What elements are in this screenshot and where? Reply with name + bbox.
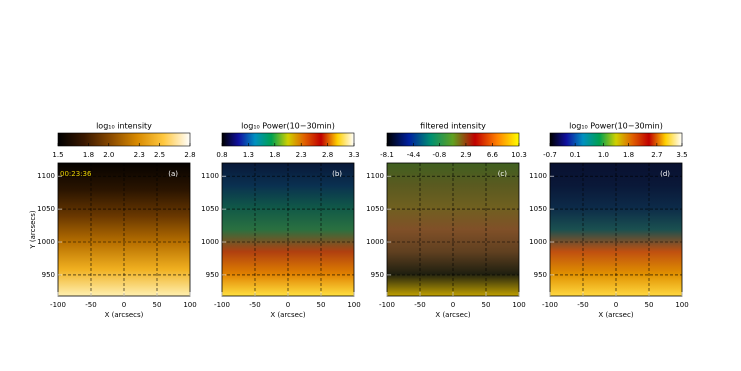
y-tick-label: 1050 (37, 205, 55, 213)
colorbar (57, 132, 191, 147)
x-tick-label: 100 (347, 301, 360, 309)
x-tick-label: 100 (512, 301, 525, 309)
x-axis-label: X (arcsecs) (105, 311, 144, 319)
colorbar-tick-label: 10.3 (511, 151, 527, 159)
y-tick-label: 1000 (366, 238, 384, 246)
x-axis-label: X (arcsec) (270, 311, 305, 319)
y-tick-label: 1100 (201, 172, 219, 180)
x-tick-label: 50 (317, 301, 326, 309)
colorbar-tick-label: 2.0 (103, 151, 114, 159)
x-tick-label: 0 (122, 301, 126, 309)
colorbar-tick-label: 0.8 (216, 151, 227, 159)
x-tick-label: -50 (577, 301, 588, 309)
colorbar-tick-label: 2.8 (322, 151, 333, 159)
colorbar-tick-label: 6.6 (487, 151, 499, 159)
x-tick-label: -100 (542, 301, 558, 309)
panel-label: (a) (168, 170, 178, 178)
y-tick-label: 1000 (201, 238, 219, 246)
x-tick-label: 100 (183, 301, 196, 309)
colorbar-tick-label: 1.8 (623, 151, 634, 159)
y-tick-label: 1100 (37, 172, 55, 180)
colorbar-tick-label: 2.5 (154, 151, 165, 159)
timestamp: 00:23:36 (60, 170, 92, 178)
y-tick-label: 1050 (201, 205, 219, 213)
y-tick-label: 1000 (529, 238, 547, 246)
colorbar-tick-label: -0.8 (433, 151, 447, 159)
colorbar-tick-label: 2.9 (460, 151, 471, 159)
panel-label: (c) (498, 170, 508, 178)
y-tick-label: 1000 (37, 238, 55, 246)
y-axis-label: Y (arcsecs) (29, 210, 37, 250)
x-axis-label: X (arcsec) (435, 311, 470, 319)
colorbar-tick-label: 2.8 (184, 151, 195, 159)
x-tick-label: 50 (153, 301, 162, 309)
colorbar-tick-label: 0.1 (570, 151, 581, 159)
x-tick-label: 50 (482, 301, 491, 309)
colorbar-tick-label: 1.0 (598, 151, 609, 159)
colorbar-tick-label: -4.4 (407, 151, 421, 159)
x-axis-label: X (arcsec) (598, 311, 633, 319)
colorbar-tick-label: 1.3 (243, 151, 254, 159)
y-tick-label: 950 (371, 271, 384, 279)
colorbar-tick-label: -0.7 (543, 151, 557, 159)
colorbar-tick-label: 1.8 (269, 151, 280, 159)
x-tick-label: -100 (50, 301, 66, 309)
y-tick-label: 950 (206, 271, 219, 279)
colorbar-tick-label: 3.3 (348, 151, 359, 159)
x-tick-label: 0 (451, 301, 455, 309)
colorbar-tick-label: 2.7 (651, 151, 662, 159)
y-tick-label: 950 (42, 271, 55, 279)
colorbar-tick-label: 3.5 (676, 151, 687, 159)
y-tick-label: 1050 (529, 205, 547, 213)
panel-label: (b) (332, 170, 342, 178)
x-tick-label: 100 (675, 301, 688, 309)
y-tick-label: 950 (534, 271, 547, 279)
colorbar-title: log₁₀ intensity (96, 122, 152, 131)
y-tick-label: 1100 (529, 172, 547, 180)
x-tick-label: -50 (414, 301, 425, 309)
x-tick-label: -50 (249, 301, 260, 309)
colorbar-tick-label: 1.8 (83, 151, 94, 159)
colorbar-tick-label: 1.5 (52, 151, 63, 159)
panel-label: (d) (660, 170, 670, 178)
colorbar-title: log₁₀ Power(10−30min) (241, 122, 335, 131)
colorbar-tick-label: 2.3 (296, 151, 307, 159)
x-tick-label: 0 (614, 301, 618, 309)
colorbar-title: filtered intensity (420, 122, 486, 131)
colorbar-tick-label: -8.1 (380, 151, 394, 159)
colorbar-tick-label: 2.3 (134, 151, 145, 159)
x-tick-label: -100 (214, 301, 230, 309)
y-tick-label: 1050 (366, 205, 384, 213)
colorbar (549, 132, 683, 147)
x-tick-label: 0 (286, 301, 290, 309)
colorbar (221, 132, 355, 147)
x-tick-label: -50 (85, 301, 96, 309)
x-tick-label: -100 (379, 301, 395, 309)
colorbar (386, 132, 520, 147)
y-tick-label: 1100 (366, 172, 384, 180)
x-tick-label: 50 (645, 301, 654, 309)
colorbar-title: log₁₀ Power(10−30min) (569, 122, 663, 131)
